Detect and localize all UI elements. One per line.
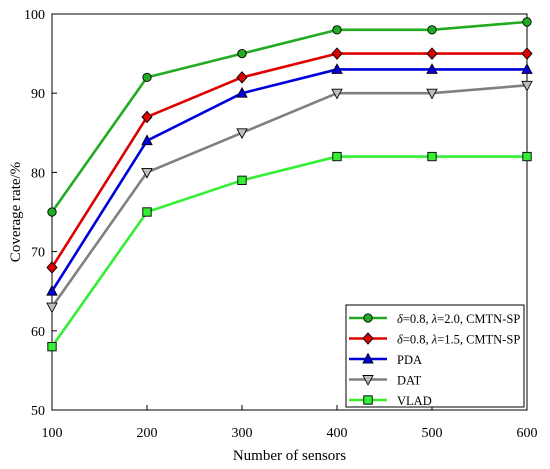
data-point [331,47,343,60]
legend-entry: PDA [349,352,422,367]
data-point [521,47,533,60]
data-point [142,72,152,83]
axis-ticks: 100 200 300 400 500 600 50 60 70 80 90 100 [24,8,538,441]
x-tick-label: 100 [42,426,63,441]
data-point [46,284,58,296]
data-point [332,25,342,35]
data-point [237,175,247,185]
x-tick-label: 200 [137,426,158,441]
data-point [331,63,343,74]
data-point [141,110,153,124]
legend-marker [363,395,373,405]
series-line [50,155,527,348]
legend-label: PDA [397,353,422,367]
x-tick-label: 500 [422,426,443,441]
series-group [46,17,533,352]
data-point [236,86,248,98]
y-tick-label: 60 [31,325,45,340]
data-point [236,128,248,140]
data-point [237,48,247,59]
y-tick-label: 70 [31,246,45,261]
data-point [46,302,58,314]
series [47,17,532,217]
legend-entry: DAT [349,374,422,388]
series-line [50,68,527,292]
legend-label: VLAD [397,394,432,408]
x-tick-label: 600 [517,426,538,441]
data-point [236,71,248,84]
data-point [141,167,153,179]
series [46,80,533,314]
data-point [426,63,438,74]
data-point [47,341,57,352]
data-point [47,207,57,217]
legend-entry: δ=0.8, λ=2.0, CMTN-SP [349,312,520,326]
legend: δ=0.8, λ=2.0, CMTN-SP δ=0.8, λ=1.5, CMTN-… [345,304,525,408]
legend-label: δ=0.8, λ=2.0, CMTN-SP [397,312,520,326]
legend-marker [363,313,373,323]
y-tick-label: 100 [24,8,45,23]
legend-marker [362,375,374,386]
x-axis-label: Number of sensors [233,448,346,464]
series-line [50,83,528,308]
data-point [331,88,343,100]
series-line [50,20,528,213]
series [46,63,533,296]
legend-marker [362,352,374,364]
y-tick-label: 90 [31,87,45,102]
data-point [332,151,342,162]
data-point [46,261,58,274]
data-point [427,151,437,162]
data-point [426,88,438,100]
legend-label: δ=0.8, λ=1.5, CMTN-SP [397,333,520,347]
series [47,151,532,352]
legend-entry: VLAD [349,394,432,408]
legend-marker [362,332,374,345]
data-point [426,47,438,60]
series [46,47,533,274]
x-tick-label: 400 [327,426,348,441]
data-point [141,134,153,146]
legend-label: DAT [397,374,422,388]
data-point [142,207,152,217]
y-axis-label: Coverage rate/% [8,162,24,262]
y-tick-label: 80 [31,166,45,181]
y-tick-label: 50 [31,404,45,419]
data-point [522,17,532,27]
series-line [50,52,527,269]
legend-entry: δ=0.8, λ=1.5, CMTN-SP [349,332,520,347]
legend-box [345,304,525,408]
data-point [427,25,437,35]
data-point [521,63,533,74]
x-tick-label: 300 [232,426,253,441]
data-point [521,80,533,92]
data-point [522,151,532,162]
